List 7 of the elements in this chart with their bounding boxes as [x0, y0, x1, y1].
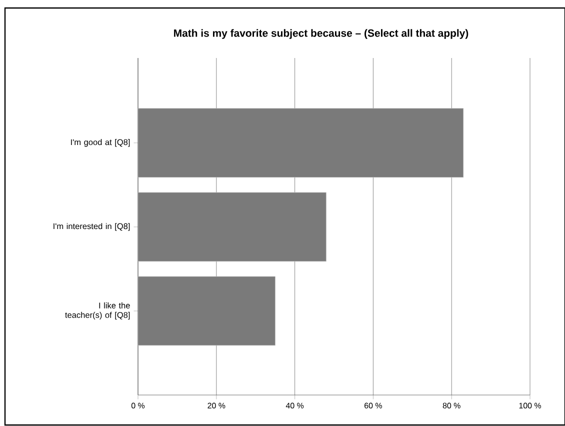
y-tick-label: I'm interested in [Q8]	[54, 223, 130, 231]
chart-title: Math is my favorite subject because – (Select all that apply)	[174, 29, 468, 39]
y-tick-label: I'm good at [Q8]	[71, 139, 130, 147]
bar	[138, 108, 464, 178]
bar	[138, 276, 276, 346]
y-tick-label: I like the teacher(s) of [Q8]	[65, 302, 130, 320]
bar	[138, 192, 326, 262]
